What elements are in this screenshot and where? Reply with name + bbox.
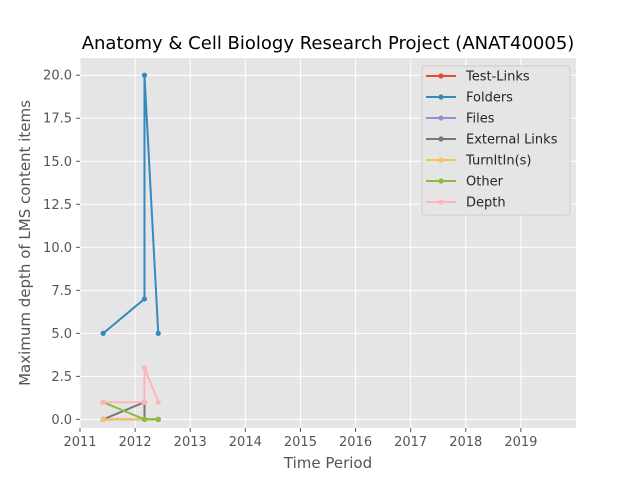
legend-label: Test-Links [465,70,530,85]
data-point [100,399,106,405]
x-tick-label: 2018 [449,435,482,450]
x-tick-label: 2017 [394,435,427,450]
y-axis-title: Maximum depth of LMS content items [16,100,34,386]
x-tick-label: 2011 [63,435,96,450]
legend-label: Folders [466,91,513,106]
x-tick-label: 2016 [339,435,372,450]
legend-label: TurnItIn(s) [465,154,531,169]
series-line [102,74,160,335]
data-point [155,399,161,405]
series-folders [100,72,161,336]
data-point [141,296,148,302]
legend-item: Other [426,175,504,190]
x-axis-title: Time Period [283,454,372,472]
legend-label: Files [466,112,495,127]
y-tick-label: 20.0 [43,69,72,84]
data-point [141,399,148,405]
data-point [155,330,161,336]
legend-label: External Links [466,133,558,148]
data-point [141,416,148,422]
y-axis-ticks: 0.0 2.5 5.0 7.5 10.0 12.5 15.0 17.5 20.0 [43,69,80,428]
legend-marker [438,199,444,205]
legend-item: Depth [426,196,506,211]
y-tick-label: 2.5 [51,370,72,385]
legend-item: Folders [426,91,513,106]
legend-item: Files [426,112,495,127]
legend-item: Test-Links [426,70,530,85]
legend-marker [438,136,444,142]
legend-item: External Links [426,133,558,148]
data-point [141,72,148,78]
y-tick-label: 15.0 [43,155,72,170]
legend-box [421,65,571,216]
x-tick-label: 2012 [119,435,152,450]
legend: Test-Links Folders Files External Links Turn… [421,65,571,216]
y-tick-label: 12.5 [43,198,72,213]
data-point [141,365,148,371]
data-point [100,330,106,336]
y-tick-label: 5.0 [51,327,72,342]
legend-label: Other [466,175,504,190]
x-tick-label: 2013 [174,435,207,450]
x-tick-label: 2019 [504,435,537,450]
legend-marker [438,178,444,184]
legend-marker [438,73,444,79]
series-depth [100,365,161,405]
legend-marker [438,157,444,163]
y-tick-label: 17.5 [43,112,72,127]
legend-marker [438,115,444,121]
y-tick-label: 7.5 [51,284,72,299]
chart-title: Anatomy & Cell Biology Research Project … [82,33,575,54]
x-tick-label: 2015 [284,435,317,450]
x-axis-ticks: 2011 2012 2013 2014 2015 2016 2017 2018 2019 [63,428,537,450]
legend-item: TurnItIn(s) [426,154,531,169]
y-tick-label: 10.0 [43,241,72,256]
y-tick-label: 0.0 [51,413,72,428]
data-point [100,416,106,422]
x-tick-label: 2014 [229,435,262,450]
data-point [155,416,161,422]
legend-label: Depth [466,196,506,211]
legend-marker [438,94,444,100]
series-layer [100,72,161,422]
series-line [103,366,160,404]
